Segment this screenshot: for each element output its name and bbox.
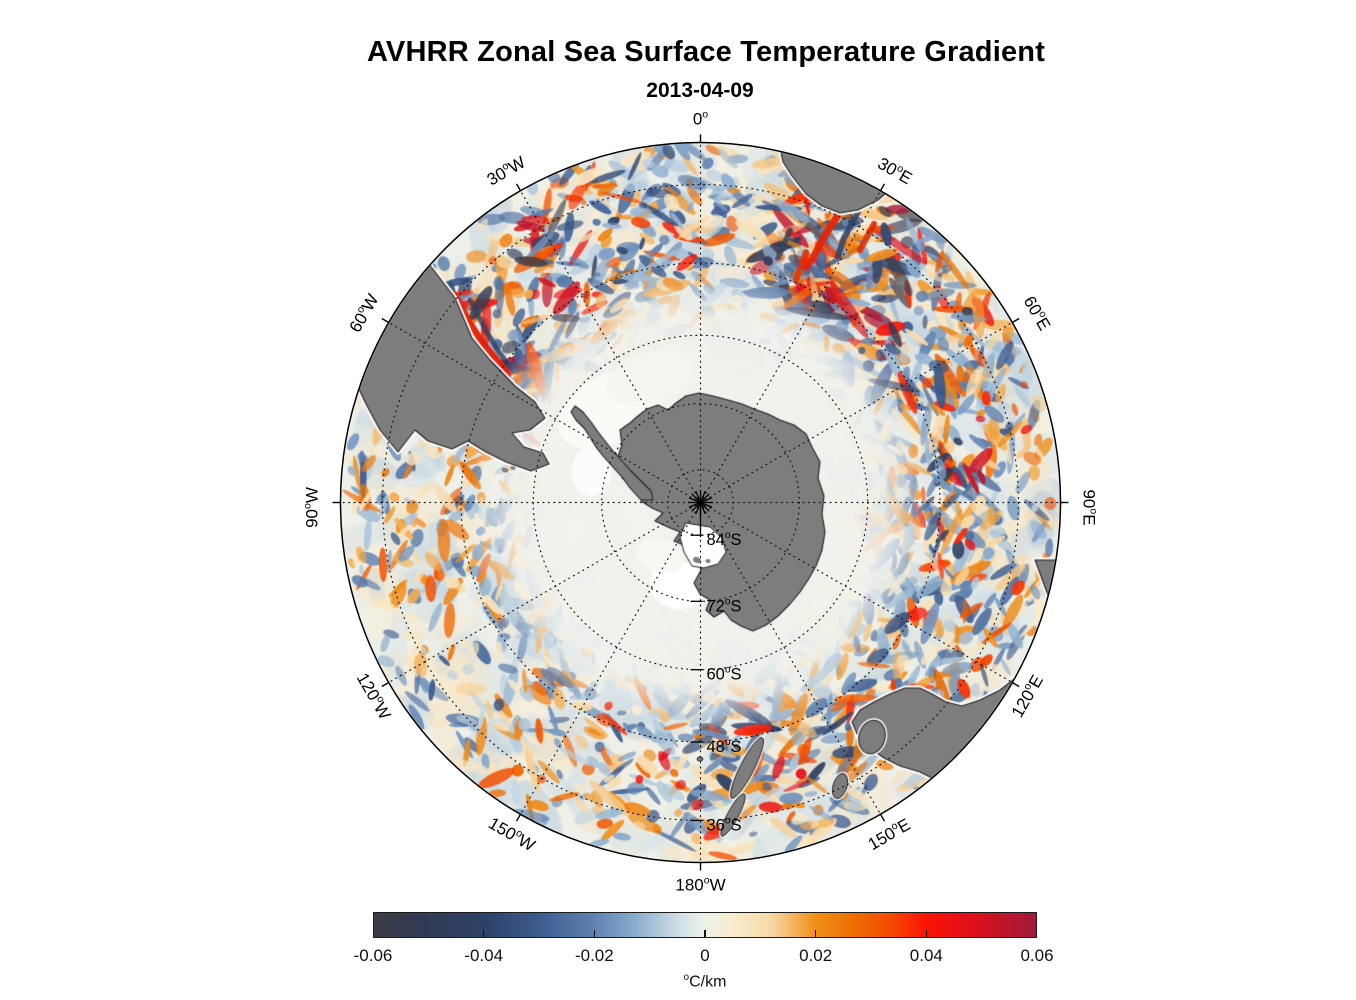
lat-label: 84oS [707, 530, 742, 549]
figure-date-subtitle: 2013-04-09 [646, 79, 754, 102]
lon-label: 60oE [1020, 292, 1055, 333]
lon-label: 60oW [345, 290, 383, 335]
lat-label: 72oS [707, 596, 742, 615]
lon-label: 30oW [483, 152, 528, 190]
lon-label: 120oE [1007, 671, 1047, 720]
lon-label: 120oW [353, 669, 395, 723]
figure-header: AVHRR Zonal Sea Surface Temperature Grad… [0, 36, 1356, 103]
lon-label: 90oW [302, 487, 322, 528]
lat-label: 48oS [707, 737, 742, 756]
lon-label: 90oE [1080, 489, 1100, 525]
lat-label: 60oS [707, 665, 742, 684]
lon-label: 0o [693, 109, 708, 129]
lon-label: 180oW [675, 875, 725, 895]
figure-title: AVHRR Zonal Sea Surface Temperature Grad… [366, 36, 1046, 68]
lon-label: 30oE [874, 153, 915, 188]
lat-label: 36oS [707, 815, 742, 834]
